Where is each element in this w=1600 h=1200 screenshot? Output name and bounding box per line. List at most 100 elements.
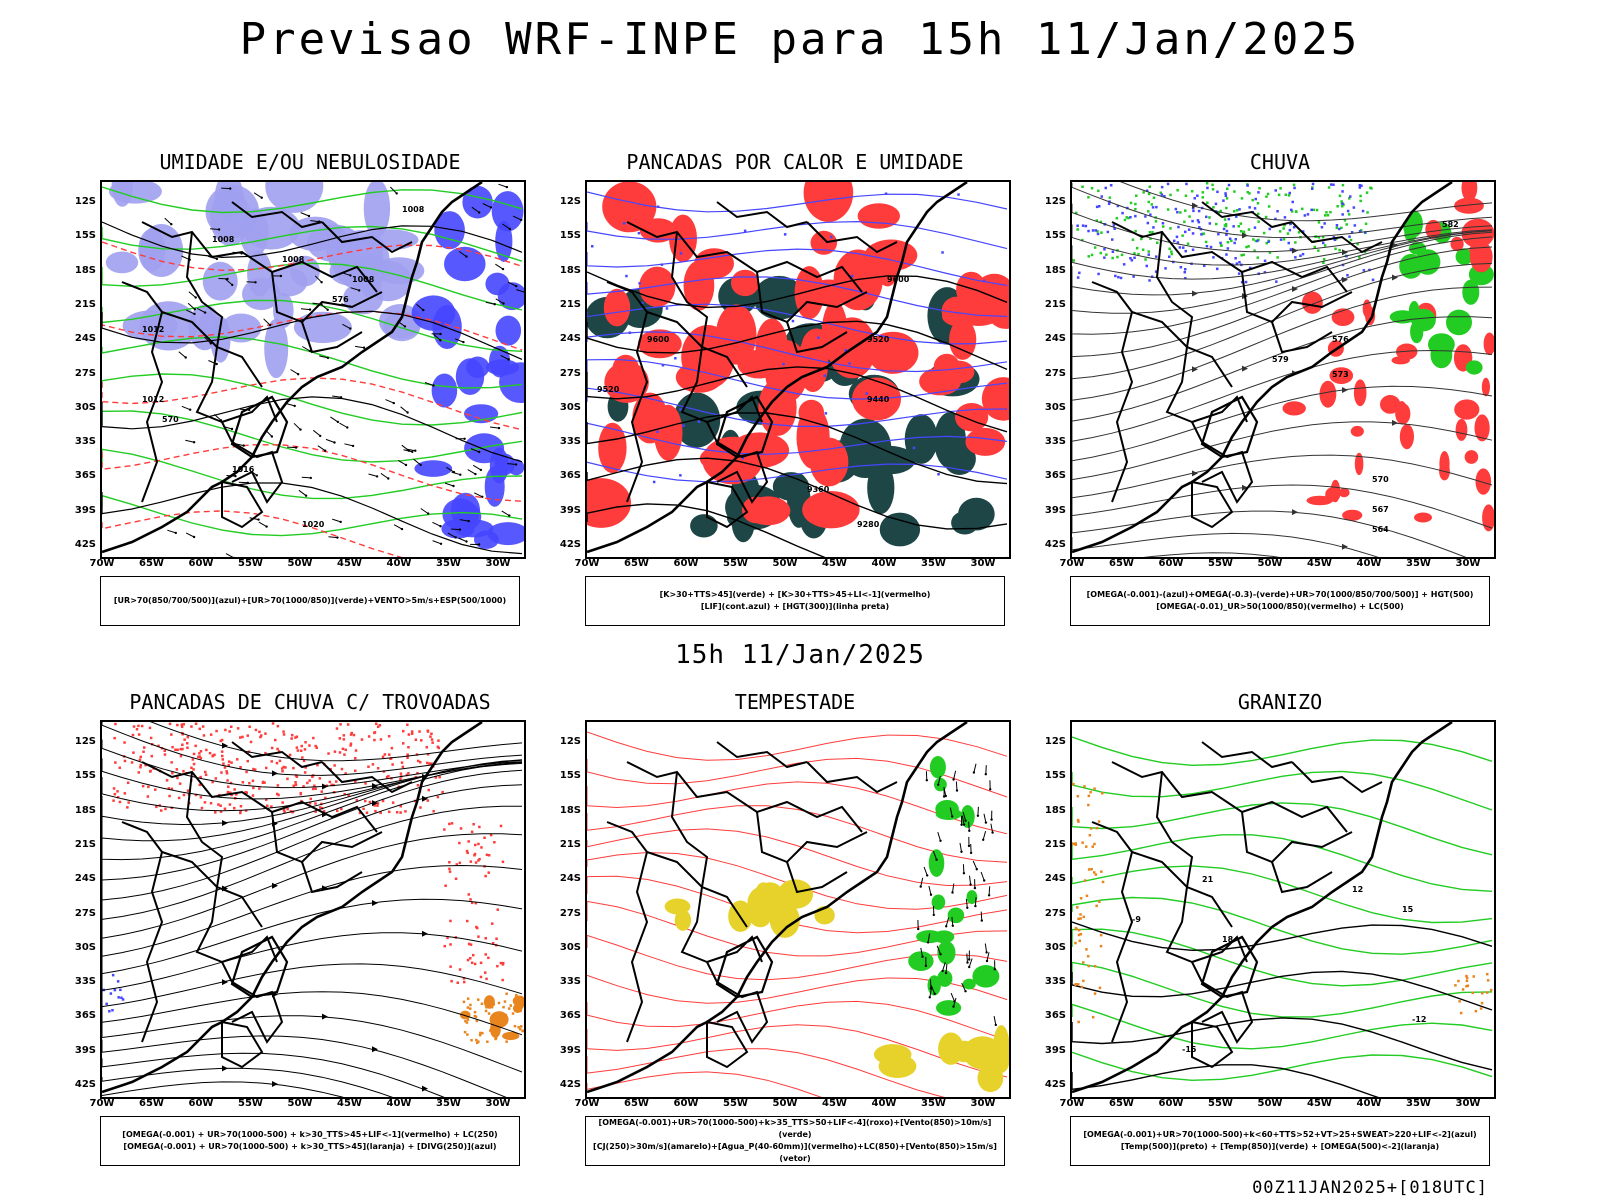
wind850-vector bbox=[937, 783, 940, 786]
panel-tempestade: TEMPESTADE 12S 15S 18S 21S 24S 27S 30S 33S 36S 39S… bbox=[560, 690, 1015, 1166]
wind-vector bbox=[332, 518, 341, 523]
rain-omega bbox=[1311, 182, 1315, 186]
thunderstorm-cell bbox=[116, 796, 120, 799]
lifted-index-marker bbox=[782, 362, 785, 366]
rain-omega bbox=[1371, 278, 1375, 282]
thunderstorm-cell bbox=[225, 770, 228, 773]
thunderstorm-cell bbox=[502, 961, 505, 965]
rain-omega bbox=[1155, 255, 1158, 258]
thunderstorm-cell bbox=[282, 733, 286, 736]
latitude-label: 30S bbox=[1044, 941, 1066, 953]
state-border bbox=[715, 935, 774, 999]
rain-omega bbox=[1206, 186, 1209, 190]
lifted-index-marker bbox=[622, 222, 626, 225]
lifted-index-marker bbox=[941, 251, 944, 254]
wind850-vector bbox=[994, 1023, 997, 1027]
omega500-marker bbox=[1100, 870, 1103, 873]
longitude-label: 40W bbox=[871, 1098, 897, 1109]
longitude-label: 55W bbox=[1208, 1098, 1233, 1109]
wind-vector bbox=[477, 543, 481, 546]
latitude-label: 39S bbox=[1044, 504, 1066, 516]
thunderstorm-cell bbox=[190, 766, 193, 769]
country-border bbox=[271, 811, 383, 864]
lifted-index-marker bbox=[844, 349, 847, 352]
rain-light bbox=[1120, 253, 1124, 257]
thunderstorm-cell bbox=[458, 861, 462, 865]
country-border bbox=[756, 811, 868, 864]
thunderstorm-cell bbox=[430, 762, 433, 765]
thunderstorm-cell bbox=[283, 810, 286, 814]
wind-vector bbox=[333, 441, 336, 444]
streamline-arrowhead bbox=[1342, 543, 1348, 550]
rain-light bbox=[1206, 201, 1209, 204]
humidity-mid-level bbox=[363, 182, 391, 238]
thunderstorm-cell bbox=[484, 874, 487, 878]
thunderstorm-cell bbox=[484, 971, 487, 974]
wind-vector bbox=[406, 448, 416, 452]
rain-light bbox=[1252, 238, 1255, 241]
thunderstorm-cell bbox=[349, 742, 353, 745]
wind850-vector bbox=[973, 763, 977, 773]
thunderstorm-cell bbox=[474, 901, 478, 905]
divergence-marker bbox=[121, 998, 125, 1001]
wind850-vector bbox=[937, 832, 941, 841]
rain-omega bbox=[1152, 226, 1155, 229]
contour-label: 570 bbox=[1372, 475, 1389, 484]
thunderstorm-cell bbox=[466, 958, 470, 962]
longitude-label: 60W bbox=[673, 1098, 699, 1109]
thunderstorm-cell bbox=[354, 749, 358, 752]
rain-omega bbox=[1182, 246, 1185, 249]
shower-cell bbox=[469, 1007, 472, 1010]
humidity-mid-level bbox=[343, 282, 384, 315]
latitude-label: 12S bbox=[559, 736, 581, 747]
country-border bbox=[1155, 231, 1233, 388]
uruguay-border bbox=[706, 480, 749, 529]
thunderstorm-cell bbox=[176, 776, 179, 780]
rain-moderate bbox=[1455, 248, 1473, 265]
contour-label: 9600 bbox=[647, 335, 670, 344]
thunderstorm-cell bbox=[301, 756, 304, 759]
rain-light bbox=[1279, 187, 1282, 190]
thunderstorm-cell bbox=[211, 754, 215, 757]
wind850-vector bbox=[974, 904, 977, 908]
rain-omega bbox=[1176, 211, 1179, 214]
omega500-marker bbox=[1095, 826, 1099, 830]
thunderstorm-cell bbox=[137, 771, 140, 774]
wind-vector bbox=[332, 395, 342, 398]
thunderstorm-cell bbox=[203, 801, 207, 804]
thunderstorm-cell bbox=[233, 788, 236, 791]
contour-label: 21 bbox=[1202, 875, 1214, 884]
thunderstorm-cell bbox=[358, 811, 362, 815]
thunderstorm-cell bbox=[477, 842, 480, 846]
precipitable-water-contour bbox=[587, 934, 1008, 981]
state-border bbox=[1200, 935, 1259, 999]
convection-area bbox=[949, 319, 977, 360]
thunderstorm-cell bbox=[388, 810, 391, 814]
thunderstorm-cell bbox=[281, 767, 284, 770]
thunderstorm-cell bbox=[270, 805, 273, 808]
panel-pancadas: PANCADAS POR CALOR E UMIDADE 9600 9600 9520… bbox=[560, 150, 1015, 626]
rain-light bbox=[1123, 218, 1127, 222]
longitude-label: 70W bbox=[574, 1098, 600, 1109]
jet-stream-area bbox=[962, 1036, 1003, 1070]
thunderstorm-cell bbox=[135, 728, 139, 731]
thunderstorm-cell bbox=[458, 841, 461, 845]
wind-vector bbox=[193, 312, 196, 316]
rain-omega bbox=[1116, 204, 1120, 208]
thunderstorm-cell bbox=[395, 811, 399, 814]
thunderstorm-cell bbox=[487, 854, 491, 857]
latitude-label: 18S bbox=[559, 804, 581, 816]
streamline bbox=[1119, 182, 1493, 222]
thunderstorm-cell bbox=[448, 870, 452, 873]
rain-omega bbox=[1263, 271, 1267, 274]
rain-heavy bbox=[1282, 401, 1306, 416]
thunderstorm-cell bbox=[489, 833, 493, 837]
thunderstorm-cell bbox=[379, 738, 383, 741]
omega500-marker bbox=[1076, 795, 1080, 798]
thunderstorm-cell bbox=[476, 926, 479, 930]
streamline bbox=[1072, 532, 1379, 557]
thunderstorm-cell bbox=[454, 877, 458, 880]
wind-vector bbox=[444, 482, 454, 487]
wind850-vector bbox=[990, 818, 993, 821]
rain-omega bbox=[1346, 209, 1350, 213]
